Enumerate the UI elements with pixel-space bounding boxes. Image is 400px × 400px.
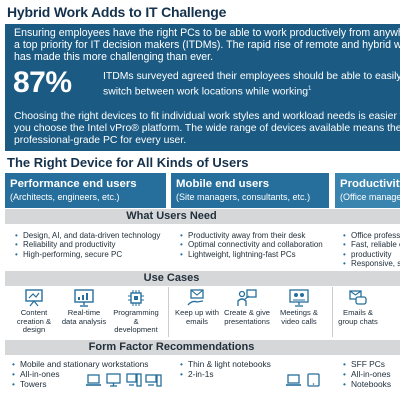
form-factor-list-performance: Mobile and stationary workstations All-i… xyxy=(12,359,148,389)
column-divider xyxy=(332,287,333,337)
hero-stat-text: ITDMs surveyed agreed their employees sh… xyxy=(103,71,400,98)
list-item: Office profess xyxy=(343,231,400,241)
column-title: Performance end users xyxy=(10,178,137,190)
presenter-icon xyxy=(237,289,257,306)
column-subtitle: (Office manager xyxy=(340,192,400,202)
column-title: Mobile end users xyxy=(176,178,270,190)
list-item: Lightweight, lightning-fast PCs xyxy=(180,250,323,260)
column-subtitle: (Site managers, consultants, etc.) xyxy=(176,192,311,202)
list-item: Towers xyxy=(12,379,148,389)
use-case-item: Create & give presentations xyxy=(223,289,271,326)
use-case-label: Programming & development xyxy=(113,308,159,335)
list-item: SFF PCs xyxy=(343,359,391,369)
page-title: Hybrid Work Adds to IT Challenge xyxy=(7,4,227,20)
needs-list-mobile: Productivity away from their desk Optima… xyxy=(180,231,323,260)
list-item: All-in-ones xyxy=(343,369,391,379)
presentation-icon xyxy=(25,289,43,307)
needs-list-productivity: Office profess Fast, reliable c producti… xyxy=(343,231,400,269)
use-case-item: Emails & group chats xyxy=(334,289,382,326)
use-case-label: Keep up with emails xyxy=(175,308,219,326)
band-what-users-need: What Users Need xyxy=(5,209,400,224)
list-item: Fast, reliable c xyxy=(343,240,400,250)
workstation-icon xyxy=(145,374,162,387)
use-case-item: Meetings & video calls xyxy=(275,289,323,326)
column-divider xyxy=(168,287,169,337)
hero-outro-text: Choosing the right devices to fit indivi… xyxy=(14,111,400,146)
chip-icon xyxy=(128,290,144,306)
use-case-label: Meetings & video calls xyxy=(280,308,318,326)
column-header-productivity: Productivity (Office manager xyxy=(335,173,400,208)
list-item: Thin & light notebooks xyxy=(180,359,271,369)
use-case-item: Real-time data analysis xyxy=(60,289,108,326)
use-case-item: Keep up with emails xyxy=(173,289,221,326)
use-case-label: Real-time data analysis xyxy=(61,308,107,326)
band-label: Use Cases xyxy=(143,272,200,284)
form-factor-icons-performance xyxy=(85,373,162,387)
list-item: Design, AI, and data-driven technology xyxy=(15,231,160,241)
analytics-monitor-icon xyxy=(74,289,94,307)
hand-email-icon xyxy=(187,289,204,306)
form-factor-list-productivity: SFF PCs All-in-ones Notebooks xyxy=(343,359,391,389)
list-item: High-performing, secure PC xyxy=(15,250,160,260)
all-in-one-icon xyxy=(106,373,121,387)
band-label: Form Factor Recommendations xyxy=(88,341,255,353)
list-item: 2-in-1s xyxy=(180,369,271,379)
list-item: Optimal connectivity and collaboration xyxy=(180,240,323,250)
chat-icon xyxy=(349,290,367,305)
use-case-label: Create & give presentations xyxy=(223,308,270,326)
use-case-item: Programming & development xyxy=(112,289,160,335)
form-factor-icons-mobile xyxy=(285,373,322,387)
list-item: productivity xyxy=(343,250,400,260)
column-title: Productivity xyxy=(340,178,400,190)
tower-icon xyxy=(126,373,142,387)
video-call-icon xyxy=(289,289,309,307)
section-title: The Right Device for All Kinds of Users xyxy=(7,155,249,170)
use-case-item: Content creation & design xyxy=(10,289,58,335)
footnote-marker: 1 xyxy=(308,86,312,92)
needs-list-performance: Design, AI, and data-driven technology R… xyxy=(15,231,160,260)
hero-stat-value: 87% xyxy=(13,66,72,99)
form-factor-list-mobile: Thin & light notebooks 2-in-1s xyxy=(180,359,271,379)
hero-stat-description: ITDMs surveyed agreed their employees sh… xyxy=(103,71,400,98)
band-use-cases: Use Cases xyxy=(5,271,400,286)
band-label: What Users Need xyxy=(126,210,217,222)
hero-intro-text: Ensuring employees have the right PCs to… xyxy=(14,27,400,63)
use-case-label: Emails & group chats xyxy=(338,308,378,326)
laptop-icon xyxy=(286,374,301,386)
tablet-icon xyxy=(307,373,320,387)
list-item: Mobile and stationary workstations xyxy=(12,359,148,369)
list-item: All-in-ones xyxy=(12,369,148,379)
list-item: Notebooks xyxy=(343,379,391,389)
list-item: Reliability and productivity xyxy=(15,240,160,250)
hero-panel: Ensuring employees have the right PCs to… xyxy=(5,24,400,151)
list-item: Productivity away from their desk xyxy=(180,231,323,241)
column-subtitle: (Architects, engineers, etc.) xyxy=(10,192,120,202)
column-header-mobile: Mobile end users (Site managers, consult… xyxy=(171,173,329,208)
band-form-factor-recommendations: Form Factor Recommendations xyxy=(5,340,400,355)
list-item: Responsive, se xyxy=(343,259,400,269)
column-header-performance: Performance end users (Architects, engin… xyxy=(5,173,166,208)
laptop-icon xyxy=(86,374,101,386)
use-case-label: Content creation & design xyxy=(16,308,52,335)
